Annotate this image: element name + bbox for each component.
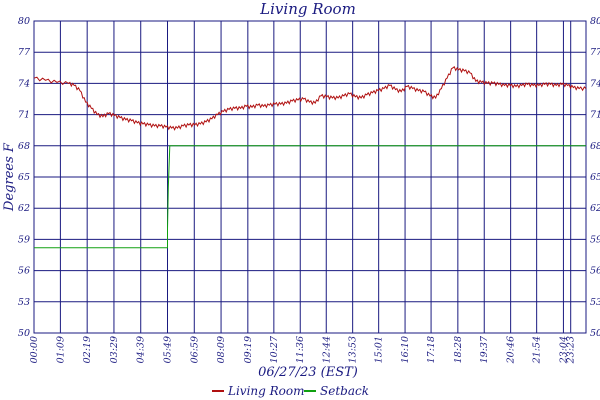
x-tick-label: 17:18 (426, 336, 437, 363)
x-tick-label: 05:49 (163, 336, 174, 363)
x-tick-label: 01:09 (55, 336, 66, 363)
y-tick-label-left: 68 (18, 141, 30, 152)
y-axis-label: Degrees F (2, 142, 17, 212)
y-tick-label-right: 80 (590, 16, 600, 27)
y-tick-label-left: 59 (18, 234, 30, 245)
x-tick-label: 18:28 (453, 336, 464, 363)
legend-label-setback: Setback (320, 384, 369, 398)
y-tick-label-left: 77 (18, 47, 31, 58)
x-tick-label: 20:46 (506, 336, 517, 364)
y-tick-label-left: 74 (18, 78, 30, 89)
chart-title: Living Room (259, 0, 356, 18)
x-tick-label: 08:09 (216, 336, 227, 363)
series-line-setback (34, 145, 586, 249)
chart-legend: Living Room Setback (212, 384, 369, 398)
y-tick-label-left: 62 (18, 203, 30, 214)
y-axis-right-ticks: 80 77 74 71 68 65 62 59 56 53 50 (590, 16, 600, 339)
series-line-living-room (33, 66, 587, 131)
y-tick-label-right: 50 (590, 328, 600, 339)
y-tick-label-right: 59 (590, 234, 600, 245)
x-tick-label: 11:36 (295, 336, 306, 363)
x-tick-label: 23:23 (566, 336, 577, 364)
x-tick-label: 06:59 (189, 336, 200, 363)
y-axis-left-ticks: 80 77 74 71 68 65 62 59 56 53 50 (18, 16, 31, 339)
x-tick-label: 12:44 (321, 336, 332, 363)
x-tick-label: 19:37 (479, 335, 490, 363)
legend-label-living-room: Living Room (227, 384, 305, 398)
y-tick-label-left: 56 (18, 266, 30, 277)
x-tick-label: 02:19 (82, 336, 93, 363)
x-tick-label: 00:00 (29, 336, 40, 363)
x-tick-label: 16:10 (400, 336, 411, 363)
series-layer (33, 66, 587, 249)
x-tick-label: 09:19 (243, 336, 254, 363)
y-tick-label-left: 65 (18, 172, 30, 183)
y-tick-label-right: 74 (590, 78, 600, 89)
x-axis-label: 06/27/23 (EST) (258, 365, 358, 380)
x-axis-ticks: 00:00 01:09 02:19 03:29 04:39 05:49 06:59 08:09… (29, 335, 577, 364)
x-tick-label: 15:01 (374, 336, 385, 363)
y-tick-label-right: 77 (590, 47, 600, 58)
x-tick-label: 04:39 (136, 336, 147, 363)
x-tick-label: 03:29 (109, 336, 120, 363)
x-tick-label: 10:27 (269, 335, 280, 363)
x-tick-label: 23:04 (558, 336, 569, 364)
y-tick-label-right: 56 (590, 266, 600, 277)
y-tick-label-right: 68 (590, 141, 600, 152)
y-tick-label-left: 53 (18, 297, 30, 308)
y-tick-label-right: 65 (590, 172, 600, 183)
y-tick-label-right: 62 (590, 203, 600, 214)
y-tick-label-left: 71 (18, 110, 30, 121)
y-tick-label-left: 80 (18, 16, 30, 27)
y-tick-label-left: 50 (18, 328, 30, 339)
y-tick-label-right: 53 (590, 297, 600, 308)
y-tick-label-right: 71 (590, 110, 600, 121)
x-tick-label: 21:54 (532, 336, 543, 364)
horizontal-gridlines (34, 20, 586, 334)
x-tick-label: 13:53 (348, 336, 359, 363)
